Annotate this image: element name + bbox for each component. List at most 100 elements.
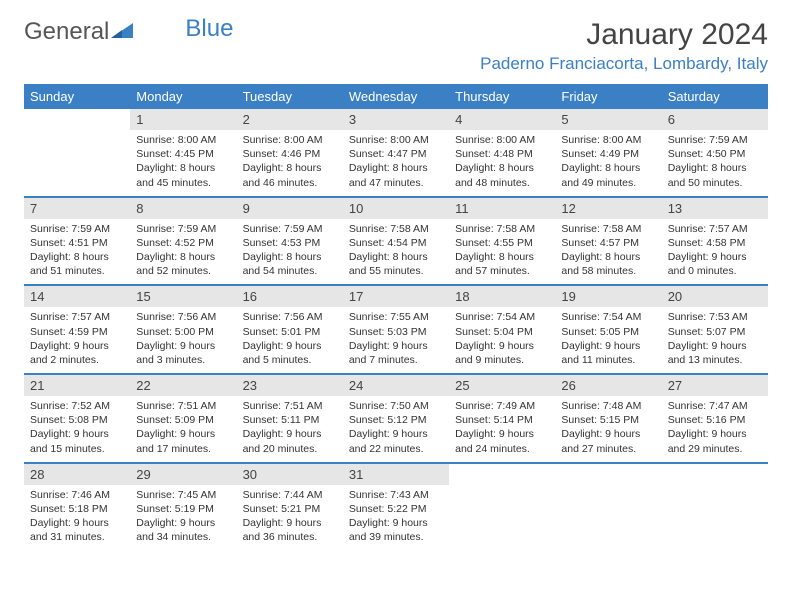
day-number: 4 (449, 109, 555, 130)
calendar-day-cell: 3Sunrise: 8:00 AMSunset: 4:47 PMDaylight… (343, 109, 449, 197)
sunrise-text: Sunrise: 7:58 AM (455, 222, 549, 236)
day-number: 11 (449, 198, 555, 219)
logo-triangle-icon (111, 23, 133, 41)
daylight-text: Daylight: 9 hours and 39 minutes. (349, 516, 443, 544)
sunrise-text: Sunrise: 7:45 AM (136, 488, 230, 502)
day-number: 25 (449, 375, 555, 396)
daylight-text: Daylight: 9 hours and 36 minutes. (243, 516, 337, 544)
daylight-text: Daylight: 8 hours and 47 minutes. (349, 161, 443, 189)
sunset-text: Sunset: 5:00 PM (136, 325, 230, 339)
calendar-day-cell: 10Sunrise: 7:58 AMSunset: 4:54 PMDayligh… (343, 197, 449, 286)
sunrise-text: Sunrise: 7:58 AM (349, 222, 443, 236)
daylight-text: Daylight: 8 hours and 52 minutes. (136, 250, 230, 278)
daylight-text: Daylight: 9 hours and 11 minutes. (561, 339, 655, 367)
calendar-day-cell: 18Sunrise: 7:54 AMSunset: 5:04 PMDayligh… (449, 285, 555, 374)
calendar-day-cell: 31Sunrise: 7:43 AMSunset: 5:22 PMDayligh… (343, 463, 449, 551)
sunrise-text: Sunrise: 7:47 AM (668, 399, 762, 413)
day-number: 6 (662, 109, 768, 130)
calendar-day-cell: 7Sunrise: 7:59 AMSunset: 4:51 PMDaylight… (24, 197, 130, 286)
day-details: Sunrise: 7:52 AMSunset: 5:08 PMDaylight:… (24, 396, 130, 462)
sunrise-text: Sunrise: 8:00 AM (349, 133, 443, 147)
sunset-text: Sunset: 4:59 PM (30, 325, 124, 339)
sunrise-text: Sunrise: 7:59 AM (30, 222, 124, 236)
calendar-week-row: 21Sunrise: 7:52 AMSunset: 5:08 PMDayligh… (24, 374, 768, 463)
day-details: Sunrise: 7:59 AMSunset: 4:51 PMDaylight:… (24, 219, 130, 285)
location-subtitle: Paderno Franciacorta, Lombardy, Italy (480, 54, 768, 74)
calendar-day-cell: 8Sunrise: 7:59 AMSunset: 4:52 PMDaylight… (130, 197, 236, 286)
calendar-day-cell: 12Sunrise: 7:58 AMSunset: 4:57 PMDayligh… (555, 197, 661, 286)
sunset-text: Sunset: 5:18 PM (30, 502, 124, 516)
day-details: Sunrise: 7:54 AMSunset: 5:05 PMDaylight:… (555, 307, 661, 373)
daylight-text: Daylight: 9 hours and 7 minutes. (349, 339, 443, 367)
calendar-day-cell: 11Sunrise: 7:58 AMSunset: 4:55 PMDayligh… (449, 197, 555, 286)
header-friday: Friday (555, 84, 661, 109)
daylight-text: Daylight: 9 hours and 9 minutes. (455, 339, 549, 367)
calendar-week-row: 28Sunrise: 7:46 AMSunset: 5:18 PMDayligh… (24, 463, 768, 551)
calendar-day-cell: . (24, 109, 130, 197)
day-details: Sunrise: 7:59 AMSunset: 4:53 PMDaylight:… (237, 219, 343, 285)
daylight-text: Daylight: 8 hours and 58 minutes. (561, 250, 655, 278)
day-number: 3 (343, 109, 449, 130)
calendar-day-cell: . (449, 463, 555, 551)
daylight-text: Daylight: 9 hours and 29 minutes. (668, 427, 762, 455)
day-number: 26 (555, 375, 661, 396)
sunset-text: Sunset: 5:15 PM (561, 413, 655, 427)
day-number: 18 (449, 286, 555, 307)
sunset-text: Sunset: 4:45 PM (136, 147, 230, 161)
sunset-text: Sunset: 5:07 PM (668, 325, 762, 339)
day-number: 22 (130, 375, 236, 396)
calendar-day-cell: 28Sunrise: 7:46 AMSunset: 5:18 PMDayligh… (24, 463, 130, 551)
day-number: 7 (24, 198, 130, 219)
sunrise-text: Sunrise: 7:51 AM (243, 399, 337, 413)
calendar-day-cell: 5Sunrise: 8:00 AMSunset: 4:49 PMDaylight… (555, 109, 661, 197)
sunrise-text: Sunrise: 7:55 AM (349, 310, 443, 324)
daylight-text: Daylight: 9 hours and 24 minutes. (455, 427, 549, 455)
day-number: 19 (555, 286, 661, 307)
calendar-day-cell: 2Sunrise: 8:00 AMSunset: 4:46 PMDaylight… (237, 109, 343, 197)
header-tuesday: Tuesday (237, 84, 343, 109)
day-details: Sunrise: 7:58 AMSunset: 4:54 PMDaylight:… (343, 219, 449, 285)
logo-text-2: Blue (185, 15, 233, 43)
sunrise-text: Sunrise: 7:52 AM (30, 399, 124, 413)
daylight-text: Daylight: 9 hours and 34 minutes. (136, 516, 230, 544)
day-number: 24 (343, 375, 449, 396)
day-number: 28 (24, 464, 130, 485)
day-details: Sunrise: 7:58 AMSunset: 4:55 PMDaylight:… (449, 219, 555, 285)
daylight-text: Daylight: 9 hours and 13 minutes. (668, 339, 762, 367)
sunset-text: Sunset: 5:05 PM (561, 325, 655, 339)
sunset-text: Sunset: 4:51 PM (30, 236, 124, 250)
calendar-day-cell: 6Sunrise: 7:59 AMSunset: 4:50 PMDaylight… (662, 109, 768, 197)
day-details: Sunrise: 7:58 AMSunset: 4:57 PMDaylight:… (555, 219, 661, 285)
day-details: Sunrise: 7:47 AMSunset: 5:16 PMDaylight:… (662, 396, 768, 462)
sunrise-text: Sunrise: 7:49 AM (455, 399, 549, 413)
sunset-text: Sunset: 5:14 PM (455, 413, 549, 427)
sunrise-text: Sunrise: 7:56 AM (243, 310, 337, 324)
day-number: 1 (130, 109, 236, 130)
daylight-text: Daylight: 9 hours and 3 minutes. (136, 339, 230, 367)
calendar-day-cell: 19Sunrise: 7:54 AMSunset: 5:05 PMDayligh… (555, 285, 661, 374)
daylight-text: Daylight: 8 hours and 49 minutes. (561, 161, 655, 189)
sunset-text: Sunset: 5:01 PM (243, 325, 337, 339)
day-details: Sunrise: 7:59 AMSunset: 4:52 PMDaylight:… (130, 219, 236, 285)
daylight-text: Daylight: 9 hours and 15 minutes. (30, 427, 124, 455)
calendar-day-cell: 15Sunrise: 7:56 AMSunset: 5:00 PMDayligh… (130, 285, 236, 374)
calendar-day-cell: 14Sunrise: 7:57 AMSunset: 4:59 PMDayligh… (24, 285, 130, 374)
sunset-text: Sunset: 5:16 PM (668, 413, 762, 427)
day-number: 2 (237, 109, 343, 130)
day-details: Sunrise: 8:00 AMSunset: 4:48 PMDaylight:… (449, 130, 555, 196)
sunrise-text: Sunrise: 7:48 AM (561, 399, 655, 413)
day-number: 5 (555, 109, 661, 130)
daylight-text: Daylight: 9 hours and 27 minutes. (561, 427, 655, 455)
daylight-text: Daylight: 8 hours and 48 minutes. (455, 161, 549, 189)
day-number: 27 (662, 375, 768, 396)
daylight-text: Daylight: 8 hours and 57 minutes. (455, 250, 549, 278)
page-header: General Blue January 2024 Paderno Franci… (24, 18, 768, 74)
sunrise-text: Sunrise: 7:59 AM (668, 133, 762, 147)
calendar-day-cell: 26 Sunrise: 7:48 AMSunset: 5:15 PMDayligh… (555, 374, 661, 463)
calendar-day-cell: 22Sunrise: 7:51 AMSunset: 5:09 PMDayligh… (130, 374, 236, 463)
calendar-day-cell: 25 Sunrise: 7:49 AMSunset: 5:14 PMDayligh… (449, 374, 555, 463)
sunset-text: Sunset: 5:11 PM (243, 413, 337, 427)
daylight-text: Daylight: 9 hours and 31 minutes. (30, 516, 124, 544)
sunrise-text: Sunrise: 8:00 AM (455, 133, 549, 147)
day-number: 20 (662, 286, 768, 307)
